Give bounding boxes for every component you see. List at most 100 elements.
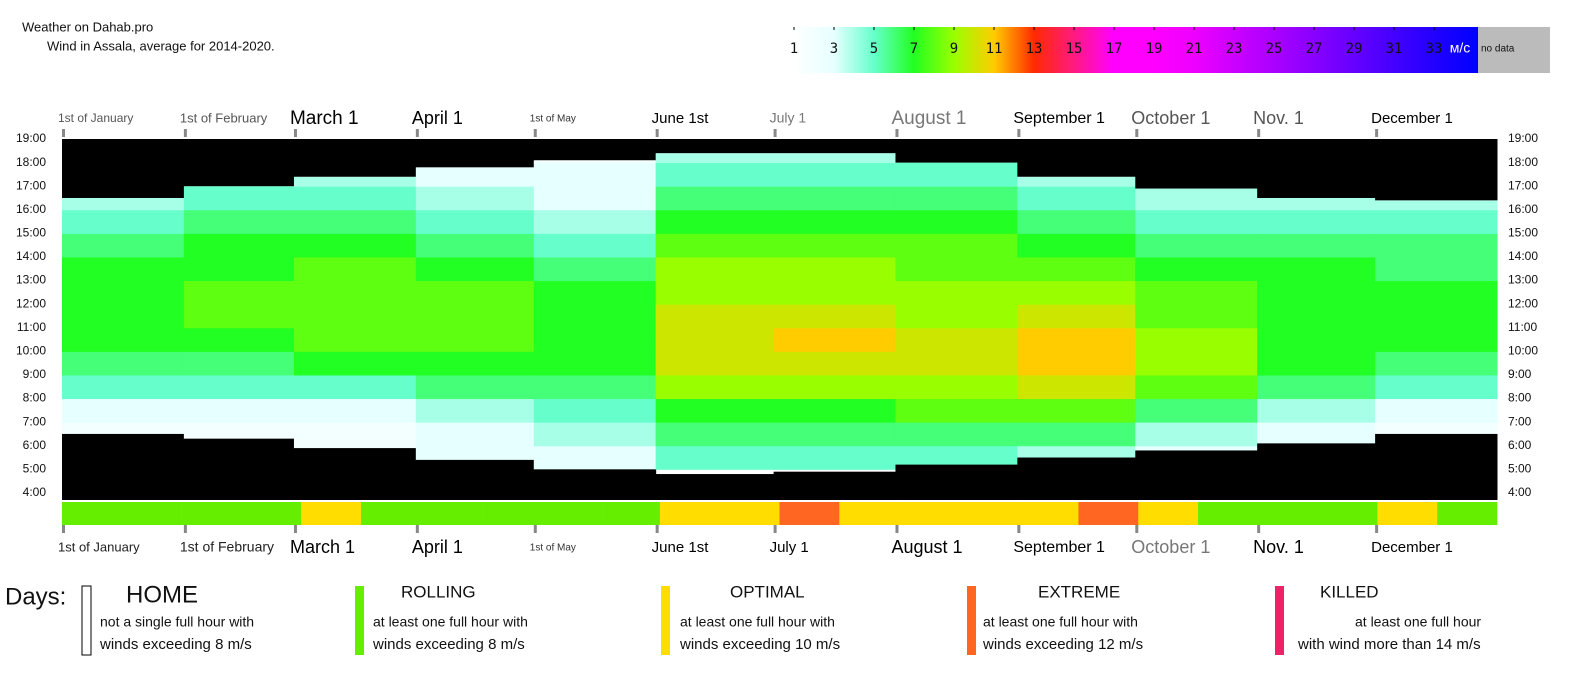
- day-strip: [360, 502, 422, 525]
- heat-cell: [415, 209, 535, 234]
- heat-cell: [773, 162, 896, 187]
- color-scale: [786, 27, 1478, 73]
- y-tick-label-right: 6:00: [1508, 438, 1532, 452]
- heat-cell: [773, 209, 896, 234]
- y-tick-label: 16:00: [16, 202, 46, 216]
- heat-cell: [533, 351, 657, 376]
- heat-cell: [533, 304, 657, 329]
- heat-cell: [1375, 374, 1498, 400]
- heat-cell: [533, 160, 657, 164]
- month-tick: [1135, 525, 1139, 533]
- month-tick: [415, 129, 419, 137]
- heat-cell: [1135, 422, 1258, 447]
- month-tick: [183, 525, 187, 533]
- heat-cell: [183, 233, 295, 258]
- heat-cell: [415, 398, 535, 423]
- y-tick-label-right: 16:00: [1508, 202, 1538, 216]
- y-tick-label: 8:00: [23, 391, 47, 405]
- heat-cell: [773, 351, 896, 376]
- heat-cell: [415, 233, 535, 258]
- y-tick-label: 5:00: [23, 461, 47, 475]
- heat-cell: [533, 398, 657, 423]
- heat-cell: [533, 280, 657, 305]
- heat-cell: [655, 256, 775, 282]
- scale-tick-label: 21: [1186, 41, 1203, 57]
- day-strip: [1078, 502, 1139, 525]
- month-tick: [533, 525, 537, 533]
- day-strip: [301, 502, 362, 525]
- heat-cell: [1375, 200, 1498, 211]
- day-strip: [1257, 502, 1318, 525]
- day-strip: [121, 502, 182, 525]
- heat-cell: [293, 422, 417, 447]
- heat-cell: [415, 327, 535, 352]
- heat-cell: [183, 209, 295, 234]
- heat-cell: [1017, 233, 1136, 258]
- y-tick-label: 17:00: [16, 178, 46, 192]
- month-tick: [773, 525, 777, 533]
- night-morning: [415, 459, 535, 500]
- heat-cell: [183, 280, 295, 305]
- night-morning: [533, 469, 657, 500]
- no-data-label: no data: [1481, 44, 1515, 55]
- heat-cell: [1017, 304, 1136, 329]
- month-tick: [1375, 525, 1379, 533]
- heat-cell: [1257, 398, 1376, 423]
- subtitle: Wind in Assala, average for 2014-2020.: [47, 38, 275, 53]
- legend-text: at least one full hour with: [373, 614, 528, 630]
- heat-cell: [773, 398, 896, 423]
- heat-cell: [533, 256, 657, 282]
- heat-cell: [1135, 374, 1258, 400]
- month-label-top: September 1: [1013, 110, 1105, 127]
- heat-cell: [1017, 422, 1136, 447]
- month-label-top: March 1: [290, 108, 359, 129]
- heat-cell: [895, 256, 1018, 282]
- heat-cell: [1135, 327, 1258, 352]
- heat-cell: [415, 351, 535, 376]
- heat-cell: [293, 374, 417, 400]
- heat-cell: [895, 351, 1018, 376]
- y-tick-label: 19:00: [16, 131, 46, 145]
- heat-cell: [183, 327, 295, 352]
- night-morning: [1257, 443, 1376, 500]
- heat-cell: [655, 280, 775, 305]
- y-tick-label: 9:00: [23, 367, 47, 381]
- month-label-top: December 1: [1371, 110, 1453, 127]
- heat-cell: [1375, 233, 1498, 258]
- month-label-bottom: June 1st: [652, 539, 710, 556]
- legend-swatch: [1275, 586, 1284, 655]
- heat-cell: [62, 233, 185, 258]
- heat-cell: [183, 422, 295, 440]
- heat-cell: [895, 162, 1018, 187]
- month-tick: [533, 129, 537, 137]
- legend-text: winds exceeding 10 m/s: [679, 636, 840, 653]
- heat-cell: [1017, 176, 1136, 187]
- heat-cell: [773, 304, 896, 329]
- scale-tick-label: 11: [986, 41, 1003, 57]
- heat-cell: [655, 351, 775, 376]
- scale-tick-label: 15: [1066, 41, 1083, 57]
- scale-tick-label: 7: [910, 41, 918, 57]
- heat-cell: [1257, 351, 1376, 376]
- heat-cell: [1257, 327, 1376, 352]
- month-tick: [183, 129, 187, 137]
- heat-cell: [1135, 398, 1258, 423]
- heat-cell: [1257, 280, 1376, 305]
- heat-cell: [415, 280, 535, 305]
- month-label-top: August 1: [891, 108, 966, 129]
- day-strip: [1377, 502, 1438, 525]
- heat-cell: [415, 167, 535, 187]
- scale-tick-label: 33: [1426, 41, 1443, 57]
- heat-cell: [655, 398, 775, 423]
- heat-cell: [1375, 280, 1498, 305]
- day-strip: [899, 502, 960, 525]
- site-title: Weather on Dahab.pro: [22, 19, 153, 34]
- heat-cell: [415, 186, 535, 211]
- night-evening: [655, 139, 775, 154]
- heat-cell: [1017, 327, 1136, 352]
- heat-cell: [533, 233, 657, 258]
- y-tick-label-right: 12:00: [1508, 296, 1538, 310]
- scale-tick-label: 13: [1026, 41, 1043, 57]
- heat-cell: [62, 197, 185, 211]
